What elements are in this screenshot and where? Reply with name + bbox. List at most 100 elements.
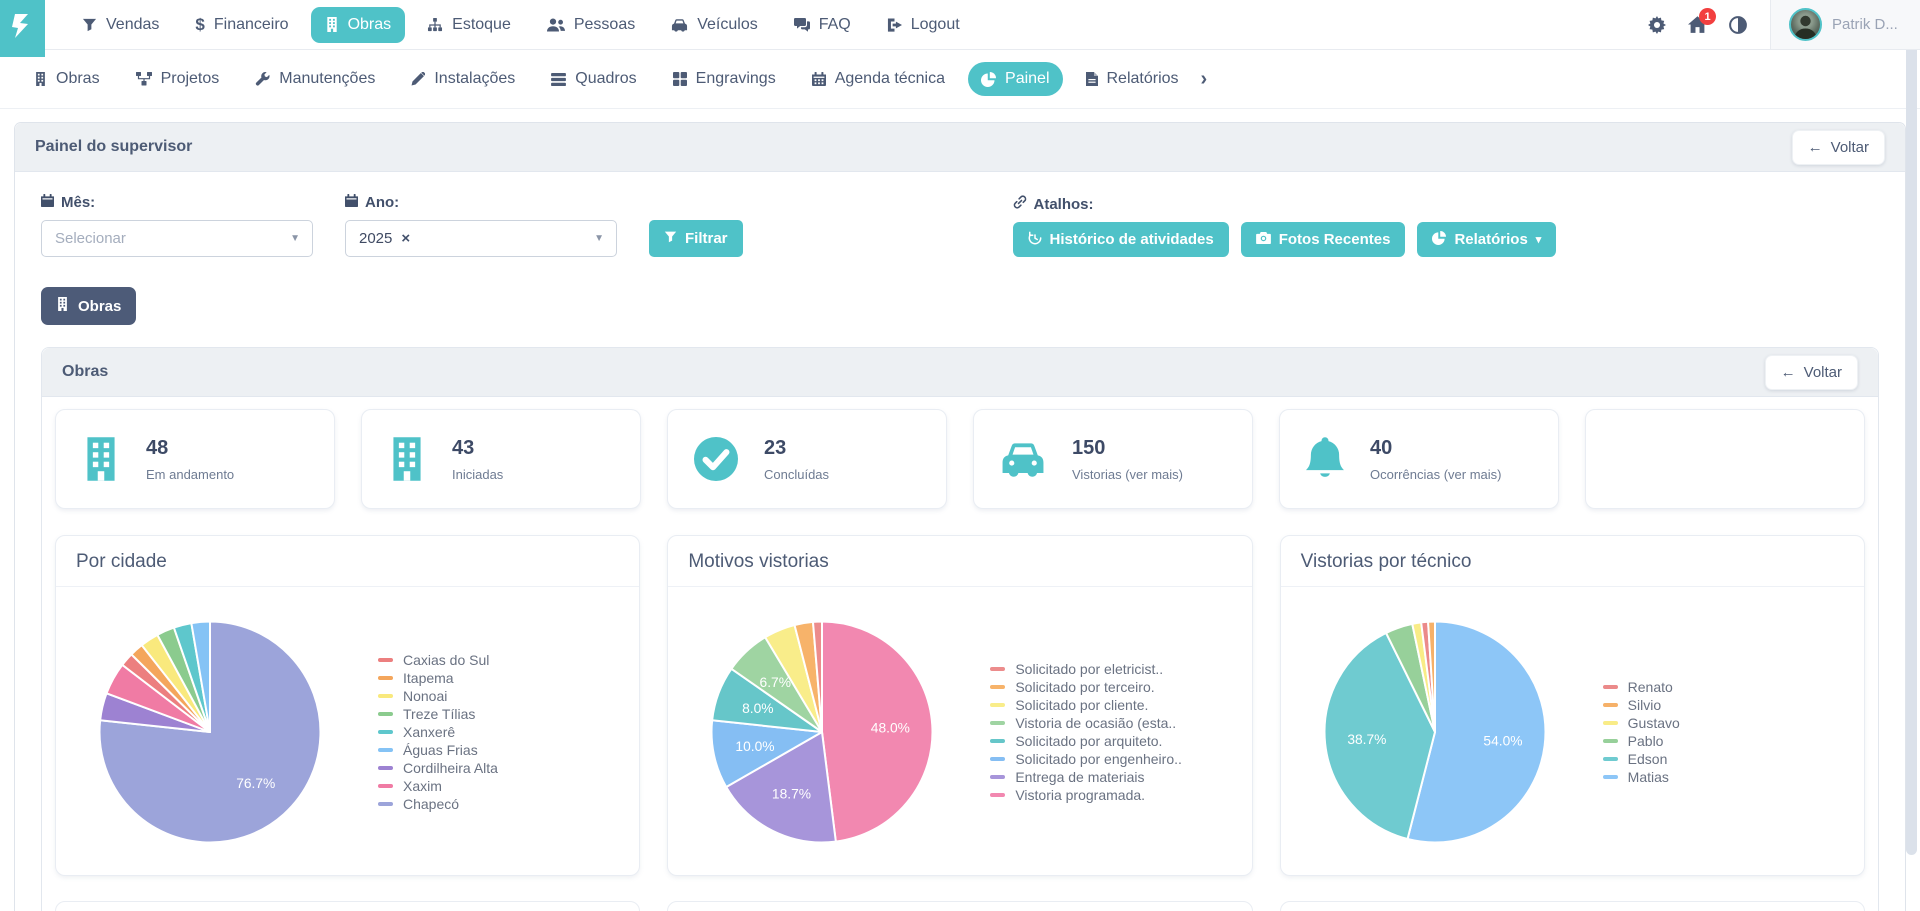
nav-label: Veículos xyxy=(697,15,758,33)
legend-item[interactable]: Solicitado por cliente. xyxy=(990,697,1182,713)
vertical-scrollbar-thumb[interactable] xyxy=(1906,40,1917,855)
legend-item[interactable]: Treze Tílias xyxy=(378,706,498,722)
legend-item[interactable]: Águas Frias xyxy=(378,742,498,758)
main-content: Painel do supervisor ← Voltar Mês: Sel xyxy=(0,109,1920,911)
pie-slice[interactable] xyxy=(821,620,934,843)
reports-dropdown-button[interactable]: Relatórios ▾ xyxy=(1417,222,1557,257)
legend-item[interactable]: Nonoai xyxy=(378,688,498,704)
subnav-item-relatorios[interactable]: Relatórios xyxy=(1073,62,1192,96)
stat-card-ocorrencias[interactable]: 40 Ocorrências (ver mais) xyxy=(1279,409,1559,509)
sign-out-icon xyxy=(887,17,902,32)
chart-card-vistorias-por-tecnico: Vistorias por técnico 54.0% 38.7% Renato S… xyxy=(1279,535,1865,876)
pie-slice[interactable] xyxy=(190,620,211,733)
legend-item[interactable]: Edson xyxy=(1602,751,1680,767)
legend-item[interactable]: Silvio xyxy=(1602,697,1680,713)
contrast-button[interactable] xyxy=(1729,15,1747,34)
obras-back-button[interactable]: ← Voltar xyxy=(1764,354,1858,390)
chart-card-por-cidade: Por cidade 76.7% Caxias do Sul Itapema Non… xyxy=(55,535,641,876)
nav-item-estoque[interactable]: Estoque xyxy=(413,7,525,43)
legend-item[interactable]: Renato xyxy=(1602,679,1680,695)
filter-icon xyxy=(664,230,677,247)
year-label-text: Ano: xyxy=(365,194,400,211)
subnav-item-instalacoes[interactable]: Instalações xyxy=(398,62,528,96)
legend-item[interactable]: Solicitado por eletricist.. xyxy=(990,661,1182,677)
pie-slice[interactable] xyxy=(1426,620,1436,733)
legend-label: Silvio xyxy=(1627,697,1662,713)
stat-card-vistorias[interactable]: 150 Vistorias (ver mais) xyxy=(973,409,1253,509)
app-logo[interactable] xyxy=(0,0,45,57)
nav-label: Obras xyxy=(347,15,392,33)
subnav-item-quadros[interactable]: Quadros xyxy=(538,62,649,96)
nav-item-faq[interactable]: FAQ xyxy=(780,7,865,43)
legend-item[interactable]: Chapecó xyxy=(378,796,498,812)
legend-item[interactable]: Vistoria de ocasião (esta.. xyxy=(990,715,1182,731)
legend-item[interactable]: Solicitado por arquiteto. xyxy=(990,733,1182,749)
legend-item[interactable]: Pablo xyxy=(1602,733,1680,749)
nav-item-obras[interactable]: Obras xyxy=(310,6,406,43)
subnav-item-obras[interactable]: Obras xyxy=(21,62,113,96)
subnav-item-manutencoes[interactable]: Manutenções xyxy=(242,62,388,96)
year-select[interactable]: 2025 × ▼ xyxy=(345,220,617,257)
subnav-item-painel[interactable]: Painel xyxy=(968,62,1063,96)
legend-item[interactable]: Xaxim xyxy=(378,778,498,794)
home-button[interactable]: 1 xyxy=(1688,8,1716,33)
stat-card-em-andamento[interactable]: 48 Em andamento xyxy=(55,409,335,509)
legend-item[interactable]: Entrega de materiais xyxy=(990,769,1182,785)
filter-button[interactable]: Filtrar xyxy=(649,220,743,257)
pie-slice[interactable] xyxy=(812,620,824,733)
stat-card-iniciadas[interactable]: 43 Iniciadas xyxy=(361,409,641,509)
legend-item[interactable]: Solicitado por terceiro. xyxy=(990,679,1182,695)
history-button[interactable]: Histórico de atividades xyxy=(1012,222,1229,257)
pie-slice[interactable] xyxy=(725,731,838,844)
subnav-item-engravings[interactable]: Engravings xyxy=(660,62,789,96)
stat-card-concluidas[interactable]: 23 Concluídas xyxy=(667,409,947,509)
legend-label: Chapecó xyxy=(403,796,460,812)
legend-label: Vistoria de ocasião (esta.. xyxy=(1015,715,1177,731)
legend-item[interactable]: Caxias do Sul xyxy=(378,652,498,668)
nav-item-vendas[interactable]: Vendas xyxy=(68,7,173,43)
pencil-icon xyxy=(411,72,426,86)
pie-slice[interactable] xyxy=(1406,620,1547,844)
arrow-left-icon: ← xyxy=(1807,138,1823,156)
settings-button[interactable] xyxy=(1648,15,1666,34)
pie-percent-label: 10.0% xyxy=(736,739,775,754)
legend-item[interactable]: Cordilheira Alta xyxy=(378,760,498,776)
legend-item[interactable]: Matias xyxy=(1602,769,1680,785)
building-icon xyxy=(56,297,69,315)
legend-item[interactable]: Vistoria programada. xyxy=(990,787,1182,803)
legend-label: Nonoai xyxy=(403,688,448,704)
back-button[interactable]: ← Voltar xyxy=(1791,129,1885,165)
camera-icon xyxy=(1255,231,1271,248)
month-select[interactable]: Selecionar ▼ xyxy=(41,220,313,257)
nav-item-veiculos[interactable]: Veículos xyxy=(657,7,771,43)
clear-year-icon[interactable]: × xyxy=(401,230,411,247)
history-icon xyxy=(1028,231,1042,249)
obras-section-button-label: Obras xyxy=(78,297,122,315)
legend-item[interactable]: Itapema xyxy=(378,670,498,686)
subnav-item-projetos[interactable]: Projetos xyxy=(123,62,233,96)
car-icon xyxy=(1000,440,1046,478)
nav-item-logout[interactable]: Logout xyxy=(873,7,974,43)
pie-chart[interactable]: 54.0% 38.7% xyxy=(1319,616,1551,848)
pie-chart[interactable]: 48.0% 18.7% 10.0% 8.0% 6.7% xyxy=(706,616,938,848)
page-title: Painel do supervisor xyxy=(35,138,193,155)
legend-item[interactable]: Solicitado por engenheiro.. xyxy=(990,751,1182,767)
list-icon xyxy=(551,72,567,86)
notification-badge[interactable]: 1 xyxy=(1699,8,1716,25)
nav-item-financeiro[interactable]: $ Financeiro xyxy=(181,6,302,44)
legend-label: Solicitado por eletricist.. xyxy=(1015,661,1164,677)
nav-item-pessoas[interactable]: Pessoas xyxy=(533,7,649,43)
subnav-overflow-chevron-icon[interactable]: › xyxy=(1200,67,1208,90)
legend-color-dash xyxy=(378,784,393,788)
pie-slice[interactable] xyxy=(1323,631,1436,840)
user-menu[interactable]: Patrik D... xyxy=(1770,0,1920,49)
recent-photos-button[interactable]: Fotos Recentes xyxy=(1240,222,1406,257)
legend-item[interactable]: Xanxerê xyxy=(378,724,498,740)
legend-label: Treze Tílias xyxy=(403,706,476,722)
obras-section-button[interactable]: Obras xyxy=(41,287,137,325)
pie-chart[interactable]: 76.7% xyxy=(94,616,326,848)
avatar xyxy=(1789,8,1822,41)
reports-button-label: Relatórios xyxy=(1454,231,1528,248)
legend-item[interactable]: Gustavo xyxy=(1602,715,1680,731)
subnav-item-agenda-tecnica[interactable]: Agenda técnica xyxy=(799,62,958,96)
